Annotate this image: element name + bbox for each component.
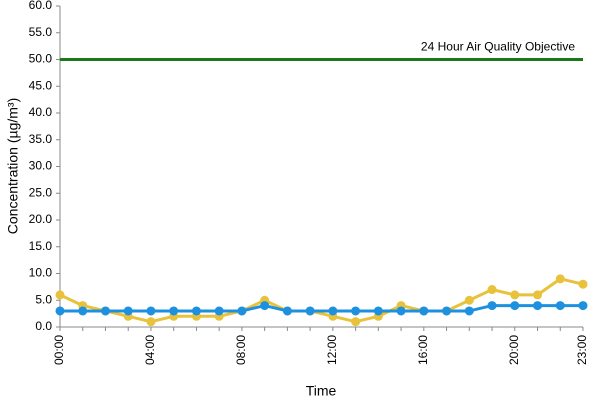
x-tick-label: 23:00 — [575, 335, 589, 365]
data-point — [578, 301, 588, 311]
y-tick-label: 40.0 — [29, 105, 53, 119]
data-point — [442, 306, 452, 316]
data-point — [396, 306, 406, 316]
data-point — [146, 317, 156, 327]
data-point — [328, 306, 338, 316]
x-tick-label: 08:00 — [234, 335, 248, 365]
series-line — [60, 304, 583, 313]
data-point — [55, 306, 65, 316]
data-point — [78, 306, 88, 316]
series-line — [59, 277, 584, 324]
y-tick-label: 20.0 — [29, 212, 53, 226]
data-point — [169, 306, 179, 316]
data-point — [419, 306, 429, 316]
data-point — [100, 306, 110, 316]
data-point — [487, 285, 497, 295]
data-point — [146, 306, 156, 316]
y-tick-label: 60.0 — [29, 0, 53, 12]
data-point — [373, 306, 383, 316]
y-tick-label: 30.0 — [29, 159, 53, 173]
data-point — [487, 301, 497, 311]
y-tick-label: 55.0 — [29, 25, 53, 39]
data-point — [237, 306, 247, 316]
data-point — [555, 274, 565, 284]
data-point — [533, 290, 543, 300]
data-point — [464, 306, 474, 316]
x-tick-label: 12:00 — [325, 335, 339, 365]
reference-label: 24 Hour Air Quality Objective — [421, 40, 575, 54]
data-point — [214, 306, 224, 316]
data-point — [123, 306, 133, 316]
x-tick-label: 16:00 — [416, 335, 430, 365]
y-tick-label: 35.0 — [29, 132, 53, 146]
data-point — [55, 290, 65, 300]
y-tick-label: 15.0 — [29, 239, 53, 253]
data-point — [191, 306, 201, 316]
data-point — [510, 290, 520, 300]
x-tick-label: 00:00 — [52, 335, 66, 365]
y-tick-label: 25.0 — [29, 185, 53, 199]
y-tick-label: 0.0 — [35, 319, 52, 333]
data-point — [351, 306, 361, 316]
y-tick-label: 50.0 — [29, 52, 53, 66]
data-point — [260, 301, 270, 311]
x-axis-label: Time — [306, 383, 337, 399]
data-point — [282, 306, 292, 316]
data-point — [555, 301, 565, 311]
y-tick-label: 10.0 — [29, 266, 53, 280]
data-point — [510, 301, 520, 311]
data-point — [305, 306, 315, 316]
x-tick-label: 20:00 — [507, 335, 521, 365]
data-point — [533, 301, 543, 311]
y-tick-label: 45.0 — [29, 78, 53, 92]
y-axis-label: Concentration (µg/m³) — [5, 98, 21, 234]
data-point — [464, 295, 474, 305]
data-point — [351, 317, 361, 327]
y-tick-label: 5.0 — [35, 292, 52, 306]
data-point — [578, 279, 588, 289]
x-tick-label: 04:00 — [143, 335, 157, 365]
